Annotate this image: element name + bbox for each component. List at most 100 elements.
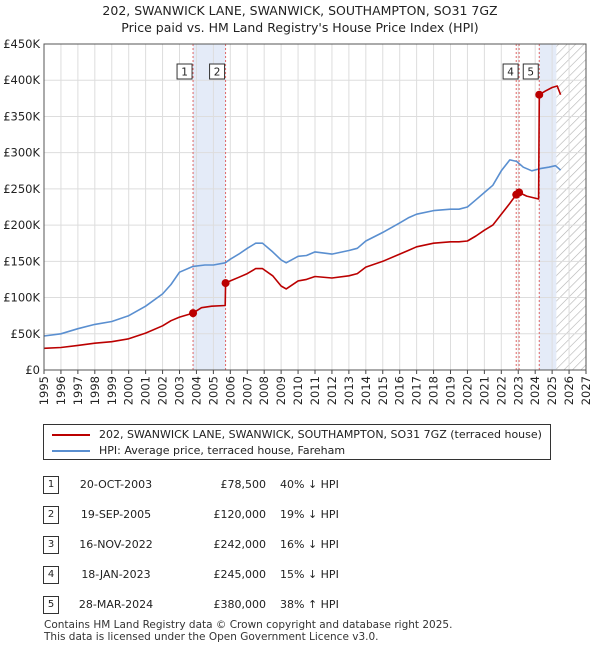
- x-tick-label: 2015: [376, 376, 390, 405]
- legend-label-hpi: HPI: Average price, terraced house, Fare…: [99, 444, 346, 457]
- legend: 202, SWANWICK LANE, SWANWICK, SOUTHAMPTO…: [43, 424, 551, 460]
- sale-hpi-diff: 40% ↓ HPI: [280, 478, 339, 491]
- x-tick-label: 2014: [359, 376, 373, 405]
- sale-date: 19-SEP-2005: [80, 508, 152, 521]
- future-hatch: [556, 44, 586, 370]
- x-tick-label: 2022: [494, 376, 508, 405]
- sale-box-number: 1: [181, 67, 188, 79]
- x-tick-label: 1995: [37, 376, 51, 405]
- sale-price: £78,500: [220, 478, 267, 491]
- x-tick-label: 2010: [291, 376, 305, 405]
- sale-date: 28-MAR-2024: [78, 598, 154, 611]
- sale-marker: [221, 279, 230, 288]
- legend-label-property: 202, SWANWICK LANE, SWANWICK, SOUTHAMPTO…: [99, 428, 542, 441]
- footer: Contains HM Land Registry data © Crown c…: [44, 619, 452, 643]
- sale-price: £380,000: [213, 598, 267, 611]
- sale-box: [502, 63, 519, 80]
- x-tick-label: 2001: [139, 376, 153, 405]
- x-tick-label: 2006: [223, 376, 237, 405]
- property-price-line: [43, 85, 562, 350]
- x-tick-label: 1999: [105, 376, 119, 405]
- sale-row: 5 28-MAR-2024 £380,000 38% ↑ HPI: [0, 596, 600, 616]
- y-tick-label: £200K: [3, 218, 40, 232]
- footer-license: This data is licensed under the Open Gov…: [44, 631, 379, 643]
- x-tick-label: 2008: [257, 376, 271, 405]
- y-tick-label: £350K: [3, 109, 40, 123]
- sale-box-number: 2: [214, 67, 221, 79]
- y-tick-label: £0: [25, 363, 40, 377]
- x-tick-label: 2018: [427, 376, 441, 405]
- y-tick-label: £450K: [3, 37, 40, 51]
- x-tick-label: 2011: [308, 376, 322, 405]
- sale-date: 20-OCT-2003: [79, 478, 153, 491]
- x-tick-label: 2027: [579, 376, 593, 405]
- sale-box-label: 5: [522, 63, 539, 80]
- sale-number-box: 1: [43, 476, 59, 494]
- highlight-span: [193, 44, 226, 370]
- title-line-1: 202, SWANWICK LANE, SWANWICK, SOUTHAMPTO…: [102, 3, 498, 18]
- x-tick-label: 2013: [342, 376, 356, 405]
- x-tick-label: 2017: [410, 376, 424, 405]
- sale-row: 1 20-OCT-2003 £78,500 40% ↓ HPI: [0, 476, 600, 496]
- legend-swatch-hpi: [52, 450, 90, 452]
- sale-box: [209, 63, 226, 80]
- sale-hpi-diff: 19% ↓ HPI: [280, 508, 339, 521]
- x-tick-label: 2021: [477, 376, 491, 405]
- y-tick-label: £100K: [3, 291, 40, 305]
- x-tick-label: 2004: [189, 376, 203, 405]
- sale-hpi-diff: 15% ↓ HPI: [280, 568, 339, 581]
- sale-number-box: 2: [43, 506, 59, 524]
- sale-box-number: 5: [527, 67, 534, 79]
- sale-marker: [515, 188, 524, 197]
- sale-marker: [535, 90, 544, 99]
- x-tick-label: 2009: [274, 376, 288, 405]
- x-tick-label: 2026: [562, 376, 576, 405]
- x-tick-label: 2007: [240, 376, 254, 405]
- price-chart: £0 £50K £100K £150K £200K £250K £300K £350K £400…: [3, 37, 593, 405]
- x-tick-label: 2019: [444, 376, 458, 405]
- sale-number-box: 3: [43, 536, 59, 554]
- sale-number-box: 5: [43, 596, 59, 614]
- sale-price: £242,000: [213, 538, 267, 551]
- sale-marker: [189, 309, 198, 318]
- x-tick-label: 2012: [325, 376, 339, 405]
- x-tick-label: 2024: [528, 376, 542, 405]
- title-line-2: Price paid vs. HM Land Registry's House …: [121, 20, 479, 35]
- sale-date: 16-NOV-2022: [79, 538, 153, 551]
- y-tick-label: £400K: [3, 73, 40, 87]
- x-tick-label: 2020: [460, 376, 474, 405]
- sale-price: £245,000: [213, 568, 267, 581]
- x-tick-label: 1996: [54, 376, 68, 405]
- sale-date: 18-JAN-2023: [81, 568, 151, 581]
- legend-swatch-property: [52, 434, 90, 436]
- x-tick-label: 2002: [156, 376, 170, 405]
- y-tick-label: £250K: [3, 182, 40, 196]
- sale-box: [522, 63, 539, 80]
- sale-box-label: 1: [176, 63, 193, 80]
- x-tick-label: 2016: [393, 376, 407, 405]
- x-tick-label: 2003: [173, 376, 187, 405]
- sale-hpi-diff: 16% ↓ HPI: [280, 538, 339, 551]
- sale-row: 4 18-JAN-2023 £245,000 15% ↓ HPI: [0, 566, 600, 586]
- sale-box-label: 4: [502, 63, 519, 80]
- x-tick-label: 2000: [122, 376, 136, 405]
- x-tick-label: 2023: [511, 376, 525, 405]
- sale-number-box: 4: [43, 566, 59, 584]
- sale-box-label: 2: [209, 63, 226, 80]
- sale-row: 3 16-NOV-2022 £242,000 16% ↓ HPI: [0, 536, 600, 556]
- sale-row: 2 19-SEP-2005 £120,000 19% ↓ HPI: [0, 506, 600, 526]
- sale-price: £120,000: [213, 508, 267, 521]
- x-tick-label: 2025: [545, 376, 559, 405]
- plot-frame: [43, 43, 587, 371]
- sale-box: [176, 63, 193, 80]
- y-tick-label: £150K: [3, 254, 40, 268]
- y-tick-label: £50K: [11, 327, 41, 341]
- sale-box-number: 4: [507, 67, 514, 79]
- hpi-line: [43, 159, 562, 337]
- x-tick-label: 1997: [71, 376, 85, 405]
- chart-title: 202, SWANWICK LANE, SWANWICK, SOUTHAMPTO…: [0, 0, 600, 36]
- x-tick-label: 2005: [206, 376, 220, 405]
- y-tick-label: £300K: [3, 146, 40, 160]
- x-tick-label: 1998: [88, 376, 102, 405]
- footer-copyright: Contains HM Land Registry data © Crown c…: [44, 619, 453, 631]
